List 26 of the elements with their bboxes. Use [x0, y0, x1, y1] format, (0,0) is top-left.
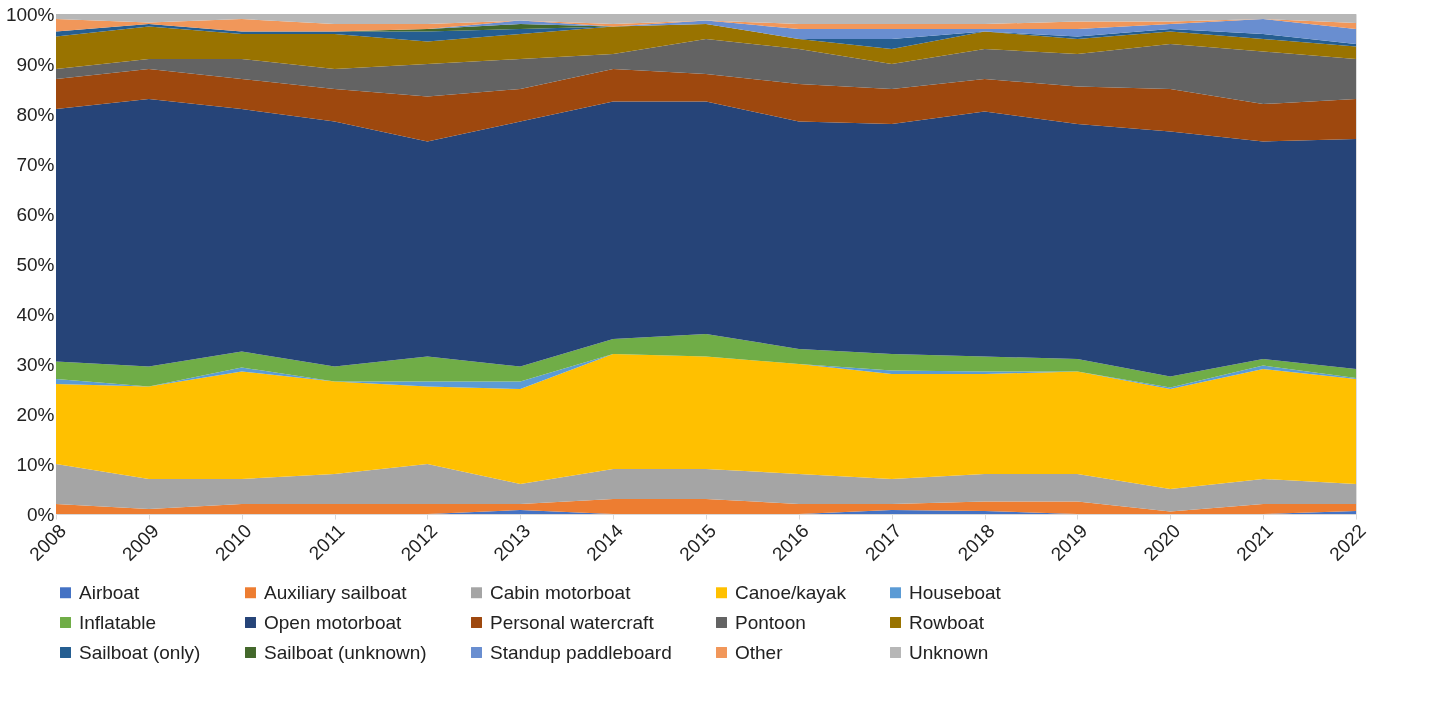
- y-tick-label: 80%: [16, 103, 55, 125]
- y-tick-label: 90%: [16, 53, 55, 75]
- legend-label: Inflatable: [79, 611, 157, 633]
- legend-label: Auxiliary sailboat: [264, 581, 408, 603]
- legend-label: Cabin motorboat: [490, 581, 632, 603]
- legend-label: Standup paddleboard: [490, 641, 672, 663]
- y-tick-label: 70%: [16, 153, 55, 175]
- y-tick-label: 30%: [16, 353, 55, 375]
- legend-label: Unknown: [909, 641, 989, 663]
- legend-label: Open motorboat: [264, 611, 403, 633]
- legend-label: Canoe/kayak: [735, 581, 847, 603]
- legend-label: Airboat: [79, 581, 140, 603]
- legend-label: Pontoon: [735, 611, 806, 633]
- y-tick-label: 50%: [16, 253, 55, 275]
- legend-label: Other: [735, 641, 784, 663]
- legend-label: Sailboat (only): [79, 641, 201, 663]
- y-tick-label: 60%: [16, 203, 55, 225]
- y-tick-label: 0%: [27, 503, 55, 525]
- legend-label: Rowboat: [909, 611, 985, 633]
- y-tick-label: 100%: [5, 3, 55, 25]
- y-tick-label: 20%: [16, 403, 55, 425]
- y-tick-label: 40%: [16, 303, 55, 325]
- legend-label: Personal watercraft: [490, 611, 655, 633]
- y-tick-label: 10%: [16, 453, 55, 475]
- legend-label: Houseboat: [909, 581, 1002, 603]
- legend-label: Sailboat (unknown): [264, 641, 427, 663]
